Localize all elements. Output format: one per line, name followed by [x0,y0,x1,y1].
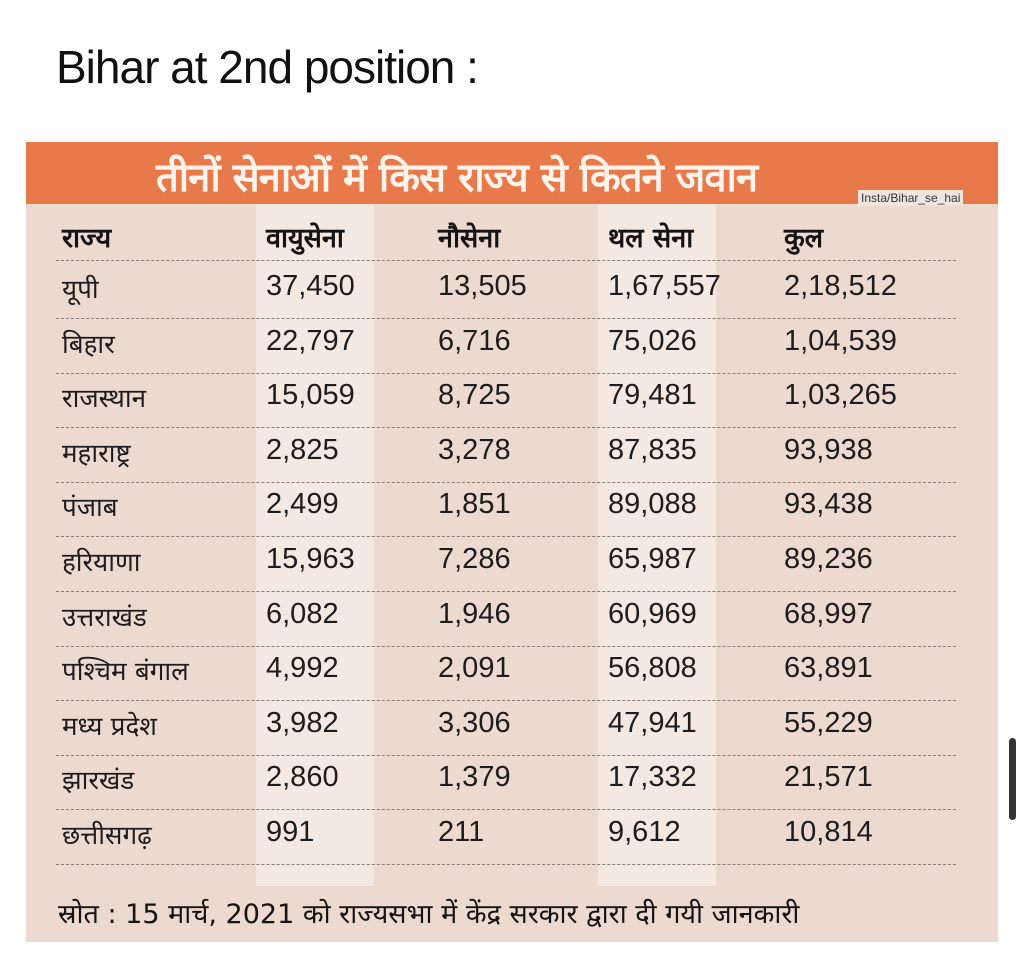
navy-cell: 1,946 [438,597,511,630]
row-divider [56,591,956,592]
navy-cell: 7,286 [438,543,511,575]
army-cell: 1,67,557 [608,270,721,302]
navy-cell: 1,851 [438,488,511,521]
airforce-cell: 3,982 [266,706,339,739]
column-header-airforce: वायुसेना [266,223,344,254]
column-header-navy: नौसेना [438,223,501,254]
column-stripe [598,204,716,886]
navy-cell: 6,716 [438,324,511,357]
state-cell: उत्तराखंड [62,602,147,633]
state-cell: मध्य प्रदेश [62,711,157,742]
total-cell: 93,438 [784,488,873,521]
army-cell: 17,332 [608,761,697,794]
airforce-cell: 2,499 [266,488,339,521]
army-cell: 65,987 [608,543,697,575]
navy-cell: 13,505 [438,270,527,302]
row-divider [56,864,956,865]
state-cell: हरियाणा [62,548,141,578]
page-title: Bihar at 2nd position : [56,41,479,93]
newspaper-clipping: तीनों सेनाओं में किस राज्य से कितने जवान… [26,142,998,942]
state-cell: राजस्थान [62,384,147,415]
airforce-cell: 2,860 [266,761,339,794]
airforce-cell: 37,450 [266,270,355,302]
total-cell: 68,997 [784,597,873,630]
state-cell: पश्चिम बंगाल [62,657,189,688]
column-header-army: थल सेना [608,223,694,254]
state-cell: बिहार [62,329,115,360]
row-divider [56,318,956,319]
total-cell: 63,891 [784,652,873,685]
row-divider [56,754,956,756]
row-divider [56,481,956,483]
army-cell: 89,088 [608,488,697,521]
state-cell: पंजाब [62,493,118,524]
state-cell: महाराष्ट्र [62,438,131,469]
watermark-credit: Insta/Bihar_se_hai [858,190,964,206]
row-divider [56,536,956,538]
total-cell: 93,938 [784,433,873,466]
airforce-cell: 6,082 [266,597,339,630]
airforce-cell: 15,059 [266,379,355,412]
total-cell: 2,18,512 [784,270,897,302]
army-cell: 56,808 [608,652,697,685]
clipping-banner: तीनों सेनाओं में किस राज्य से कितने जवान [26,142,998,204]
army-cell: 47,941 [608,706,697,739]
total-cell: 21,571 [784,761,873,794]
source-footnote: स्रोत : 15 मार्च, 2021 को राज्यसभा में क… [58,899,800,930]
column-header-total: कुल [784,223,824,254]
navy-cell: 211 [438,816,485,848]
army-cell: 87,835 [608,433,697,466]
total-cell: 10,814 [784,816,873,848]
state-cell: झारखंड [62,766,135,797]
total-cell: 55,229 [784,706,873,739]
army-cell: 60,969 [608,597,697,630]
navy-cell: 3,306 [438,706,511,739]
total-cell: 89,236 [784,543,873,575]
navy-cell: 8,725 [438,379,511,412]
row-divider [56,260,956,261]
row-divider [56,427,956,429]
scrollbar-thumb[interactable] [1009,738,1016,820]
airforce-cell: 2,825 [266,433,339,466]
column-stripe [256,204,374,886]
total-cell: 1,03,265 [784,379,897,412]
army-cell: 75,026 [608,324,697,357]
airforce-cell: 22,797 [266,324,355,357]
airforce-cell: 4,992 [266,652,339,685]
row-divider [56,372,956,374]
navy-cell: 1,379 [438,761,511,794]
army-cell: 79,481 [608,379,697,412]
state-cell: छत्तीसगढ़ [62,821,152,851]
row-divider [56,700,956,702]
clipping-title: तीनों सेनाओं में किस राज्य से कितने जवान [156,155,758,201]
total-cell: 1,04,539 [784,324,897,357]
state-cell: यूपी [62,275,99,305]
airforce-cell: 991 [266,816,315,848]
navy-cell: 2,091 [438,652,511,685]
navy-cell: 3,278 [438,433,511,466]
column-header-state: राज्य [62,223,112,254]
army-cell: 9,612 [608,816,681,848]
airforce-cell: 15,963 [266,543,355,575]
row-divider [56,645,956,647]
row-divider [56,809,956,811]
